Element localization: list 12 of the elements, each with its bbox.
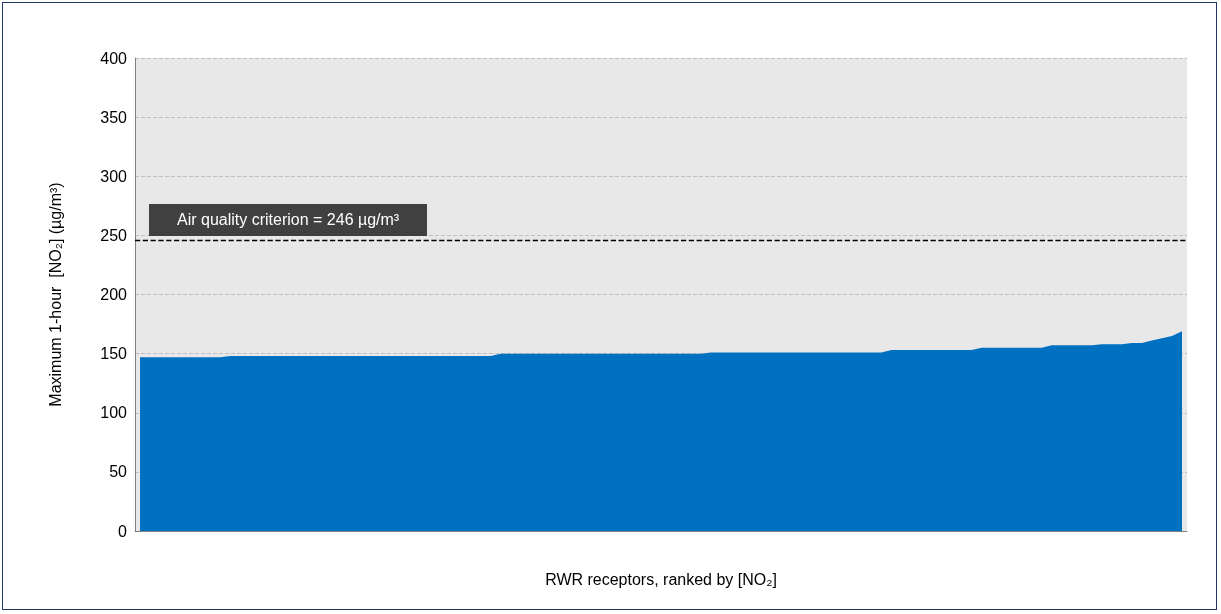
x-axis-title: RWR receptors, ranked by [NO₂]: [545, 570, 777, 588]
y-tick-label: 400: [100, 49, 128, 67]
y-tick-label: 50: [109, 463, 128, 481]
y-tick-label: 200: [100, 286, 128, 303]
label-box: Air quality criterion = 246 µg/m³: [149, 204, 428, 237]
y-tick-label: 250: [100, 226, 128, 244]
y-axis-title: Maximum 1-hour [NO₂] (µg/m³): [46, 182, 64, 407]
y-tick-label: 100: [100, 404, 128, 422]
y-tick-label: 150: [100, 345, 128, 363]
y-tick-label: 300: [100, 167, 128, 185]
y-tick-label: 0: [118, 522, 128, 540]
y-tick-label: 350: [100, 108, 128, 126]
